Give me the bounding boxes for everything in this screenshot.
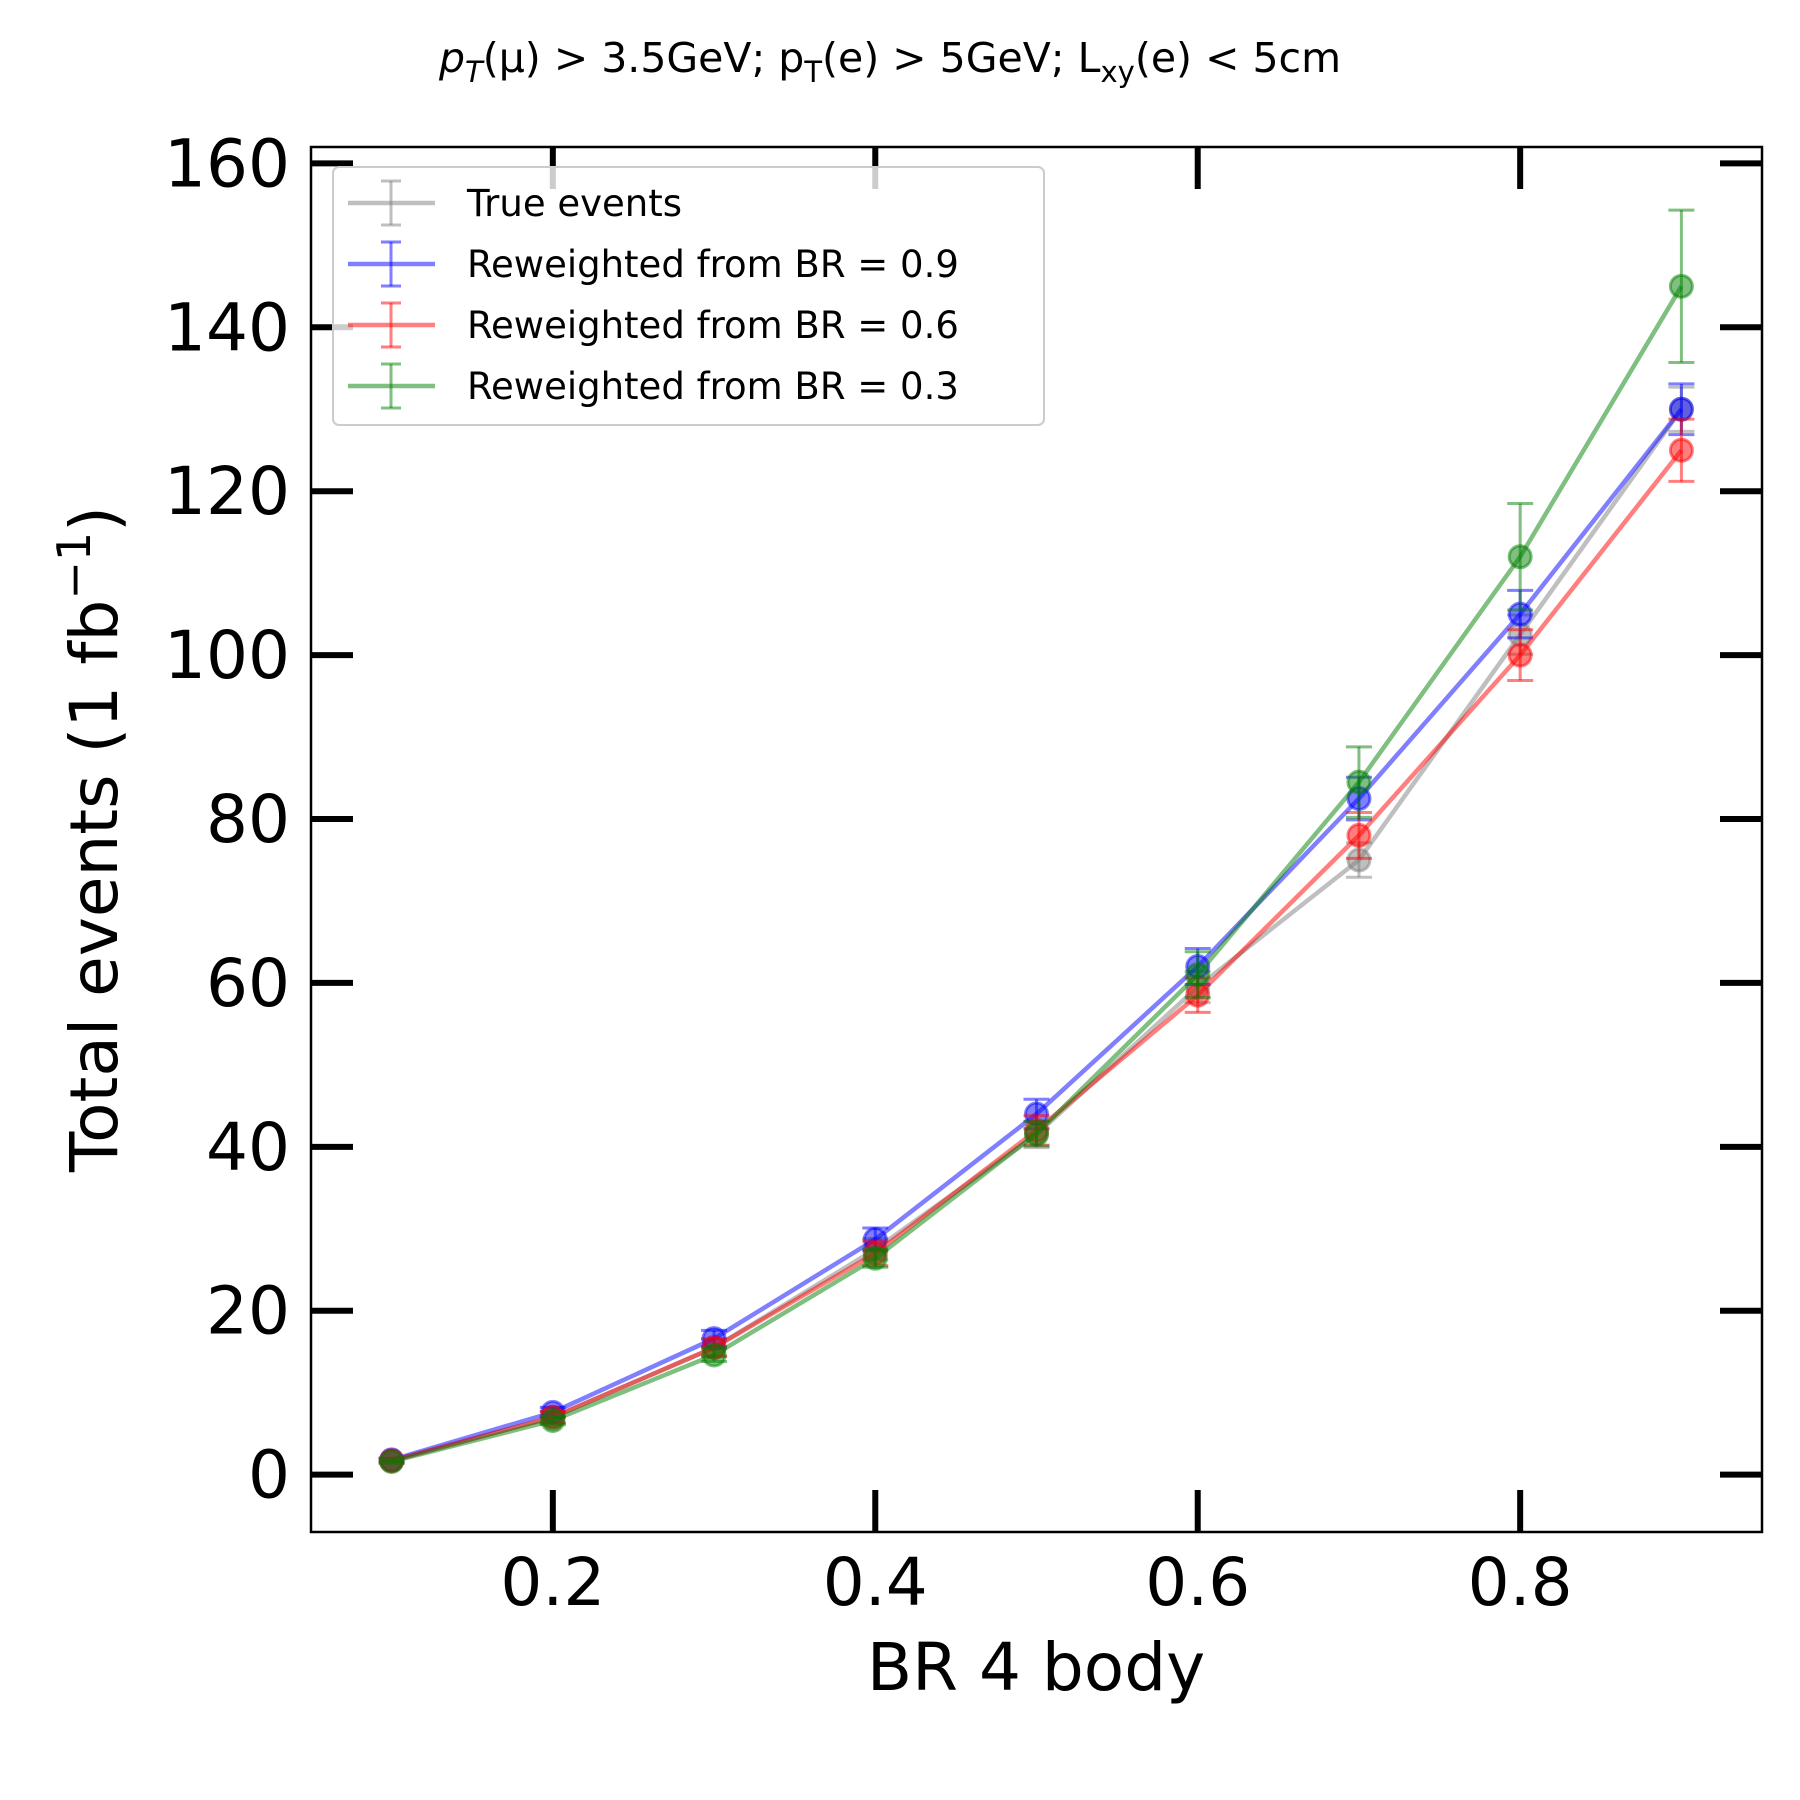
data-point xyxy=(1668,273,1694,299)
y-axis-label-sup: −1 xyxy=(47,532,101,600)
legend-label: Reweighted from BR = 0.3 xyxy=(467,365,959,408)
data-point xyxy=(1346,769,1372,795)
legend-entry: True events xyxy=(348,179,682,227)
series-0 xyxy=(378,385,1695,1474)
axis-ticks: 0.2 0.4 0.6 0.8 0 20 40 60 80 100 120 140 160 xyxy=(164,125,1762,1621)
data-point xyxy=(1024,1121,1049,1147)
legend-entry: Reweighted from BR = 0.6 xyxy=(348,301,959,349)
series-line xyxy=(391,285,1684,1464)
legend: True events Reweighted from BR = 0.9 Rewei… xyxy=(332,166,1045,426)
x-tick-label: 0.4 xyxy=(823,1544,928,1621)
y-axis-label: Total events (1 fb−1) xyxy=(47,506,133,1173)
data-point xyxy=(1507,642,1533,668)
y-tick-label: 40 xyxy=(206,1109,290,1186)
y-tick-label: 60 xyxy=(206,945,290,1022)
series-1 xyxy=(378,382,1695,1473)
title-part-t3: (e) < 5cm xyxy=(1135,34,1341,82)
data-point xyxy=(1668,437,1694,463)
data-point xyxy=(1668,396,1694,422)
y-tick-label: 120 xyxy=(164,453,290,530)
legend-label: True events xyxy=(466,182,682,225)
chart-title: pT(μ) > 3.5GeV; pT(e) > 5GeV; Lxy(e) < 5… xyxy=(438,34,1341,89)
x-tick-label: 0.2 xyxy=(500,1544,605,1621)
title-part-p1: p xyxy=(438,34,465,82)
data-point xyxy=(701,1342,727,1368)
y-axis-label-close: ) xyxy=(56,506,133,532)
y-tick-label: 20 xyxy=(206,1273,290,1350)
legend-entry: Reweighted from BR = 0.9 xyxy=(348,240,959,288)
data-point xyxy=(1507,544,1533,570)
series-layer xyxy=(378,208,1695,1475)
data-point xyxy=(862,1245,888,1271)
series-line xyxy=(390,407,1684,1463)
x-tick-label: 0.8 xyxy=(1468,1544,1573,1621)
y-tick-label: 80 xyxy=(206,781,290,858)
legend-label: Reweighted from BR = 0.9 xyxy=(467,243,959,286)
plot-area-frame xyxy=(309,145,1764,1534)
title-part-s3: xy xyxy=(1101,55,1135,89)
data-point xyxy=(540,1408,566,1434)
y-tick-label: 160 xyxy=(164,125,290,202)
series-3 xyxy=(378,208,1695,1475)
y-tick-label: 140 xyxy=(164,289,290,366)
data-point xyxy=(1185,962,1211,988)
y-tick-label: 0 xyxy=(248,1437,290,1514)
title-part-s2: T xyxy=(803,55,822,89)
legend-entry: Reweighted from BR = 0.3 xyxy=(348,362,959,410)
data-point xyxy=(379,1449,405,1475)
y-axis-label-main: Total events (1 fb xyxy=(56,600,133,1173)
y-tick-label: 100 xyxy=(164,617,290,694)
legend-box xyxy=(332,166,1045,426)
x-tick-label: 0.6 xyxy=(1145,1544,1250,1621)
series-line xyxy=(391,407,1684,1463)
title-part-t1: (μ) > 3.5GeV; p xyxy=(483,34,805,82)
series-2 xyxy=(378,417,1695,1474)
legend-label: Reweighted from BR = 0.6 xyxy=(467,304,959,347)
title-part-t2: (e) > 5GeV; L xyxy=(822,34,1101,82)
x-axis-label: BR 4 body xyxy=(867,1629,1205,1706)
data-point xyxy=(1346,822,1372,848)
title-part-s1: T xyxy=(465,55,485,89)
